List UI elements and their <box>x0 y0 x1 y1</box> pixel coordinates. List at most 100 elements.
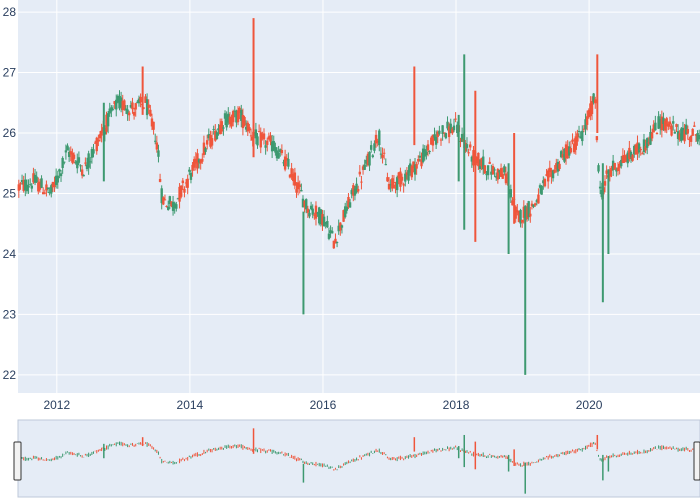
candle <box>124 105 128 114</box>
range-slider-left-handle[interactable] <box>13 441 22 481</box>
y-axis-tick-labels: 22 23 24 25 26 27 28 <box>3 5 17 382</box>
candle <box>381 147 384 164</box>
candle <box>360 175 363 190</box>
candle <box>579 131 582 139</box>
candle <box>82 174 85 177</box>
candle <box>452 118 456 133</box>
candle <box>365 155 368 167</box>
candle <box>194 152 198 171</box>
candle <box>272 135 275 152</box>
candle <box>150 113 154 131</box>
candle <box>290 162 293 180</box>
candle <box>189 170 193 184</box>
candle <box>85 157 89 172</box>
gridlines <box>18 0 700 393</box>
candle <box>404 169 407 187</box>
candle <box>581 125 584 146</box>
candle <box>97 134 100 147</box>
candle <box>421 144 425 164</box>
candle <box>431 134 435 152</box>
candle <box>41 187 45 195</box>
candle <box>98 131 102 142</box>
candle <box>436 130 439 144</box>
candle <box>542 176 545 190</box>
x-tick-label: 2014 <box>177 398 204 412</box>
y-tick-label: 22 <box>3 368 17 382</box>
candle <box>217 124 220 136</box>
candle <box>275 147 279 161</box>
candle <box>433 127 436 141</box>
candle <box>397 171 400 185</box>
candle <box>160 185 163 210</box>
candle <box>363 159 366 171</box>
candle <box>426 140 430 157</box>
candle <box>374 130 378 148</box>
candle <box>95 136 98 155</box>
candle <box>197 158 201 169</box>
candle <box>371 153 375 159</box>
candle <box>332 240 336 249</box>
candle <box>618 161 621 175</box>
candle <box>420 152 423 169</box>
candle <box>167 200 170 211</box>
candle <box>228 112 232 128</box>
candle <box>626 150 629 168</box>
x-tick-label: 2018 <box>443 398 470 412</box>
candle <box>115 94 118 117</box>
candle <box>205 134 209 150</box>
range-slider[interactable] <box>13 419 700 498</box>
candle <box>592 92 595 105</box>
candle <box>347 193 350 210</box>
candle <box>270 134 274 159</box>
candle <box>256 133 259 149</box>
candle <box>220 118 223 134</box>
candle <box>378 128 381 152</box>
candle <box>222 125 225 136</box>
candle <box>173 201 176 214</box>
candle <box>144 94 147 103</box>
candle <box>495 172 498 181</box>
candle <box>636 135 639 161</box>
candle <box>313 212 316 220</box>
candle <box>240 104 243 128</box>
candle <box>430 135 433 145</box>
candle <box>501 167 504 179</box>
candle <box>667 121 670 131</box>
candle <box>522 200 526 224</box>
candle <box>142 107 146 110</box>
candle <box>637 142 641 158</box>
candle <box>598 180 602 195</box>
candle <box>230 114 233 129</box>
candle <box>358 165 362 177</box>
candle <box>61 156 64 174</box>
candle <box>236 106 240 126</box>
candle <box>392 175 396 189</box>
range-slider-right-handle[interactable] <box>693 441 700 481</box>
candle <box>43 189 46 195</box>
candle <box>287 152 290 170</box>
candle <box>670 123 673 137</box>
candle <box>339 222 342 236</box>
candle <box>566 140 569 159</box>
candle <box>600 182 603 200</box>
candle <box>171 195 175 216</box>
candle <box>132 107 136 120</box>
candle <box>183 186 186 198</box>
candle <box>660 110 664 138</box>
candle <box>37 177 40 195</box>
candle <box>386 172 389 182</box>
candle <box>134 102 137 117</box>
candle <box>296 175 300 196</box>
main-plot-area[interactable] <box>17 0 700 393</box>
candle <box>326 215 329 229</box>
candle <box>243 115 246 127</box>
candle <box>22 175 25 193</box>
candle <box>202 135 206 158</box>
candle <box>119 91 123 113</box>
candle <box>446 116 449 131</box>
candle <box>154 133 157 145</box>
candle <box>561 146 564 161</box>
candle <box>623 150 626 163</box>
candle <box>456 121 459 137</box>
candle <box>305 198 308 214</box>
